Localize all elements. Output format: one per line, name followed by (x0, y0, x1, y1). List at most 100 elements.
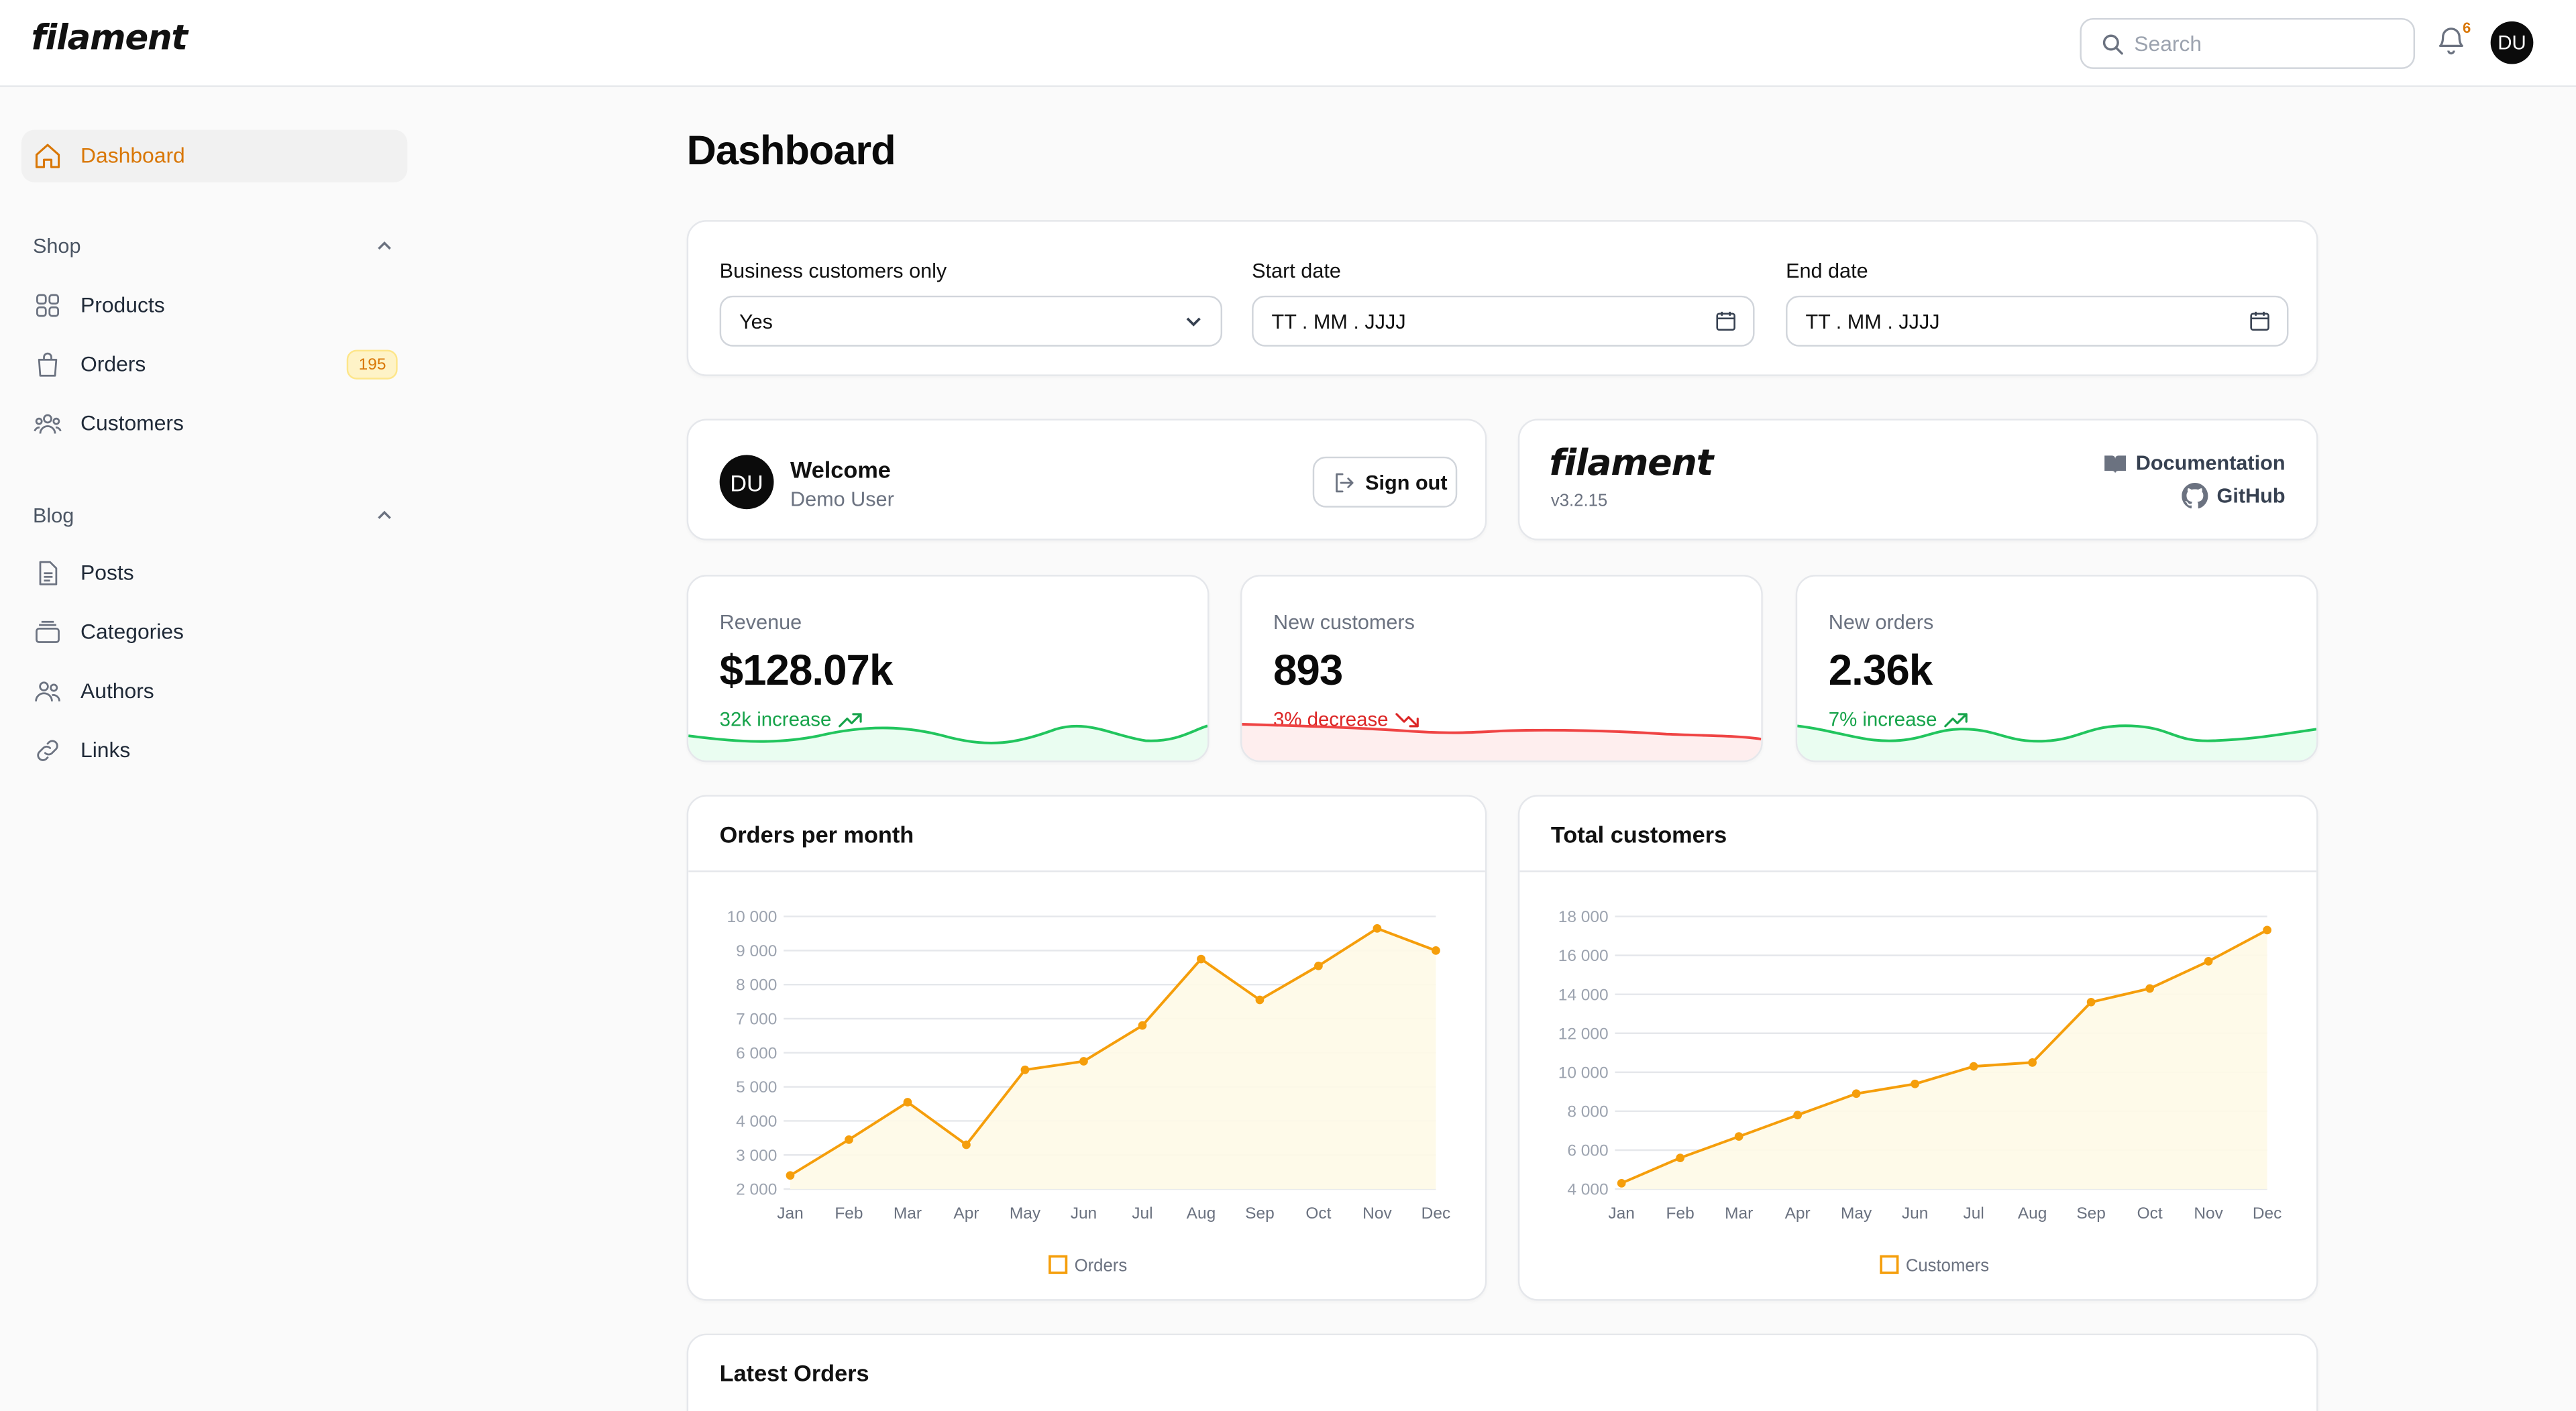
series-line (789, 927, 1437, 1177)
stat-description-text: 7% increase (1828, 708, 1937, 731)
sign-out-button[interactable]: Sign out (1312, 456, 1458, 508)
sidebar-item-label: Customers (80, 410, 184, 435)
latest-orders-title: Latest Orders (719, 1359, 869, 1386)
legend-label: Customers (1906, 1257, 1989, 1276)
sidebar-item-dashboard[interactable]: Dashboard (21, 129, 408, 182)
documentation-link[interactable]: Documentation (2103, 451, 2286, 475)
y-tick-label: 14 000 (1558, 986, 1609, 1004)
calendar-icon[interactable] (2249, 311, 2271, 332)
sidebar-item-customers[interactable]: Customers (21, 398, 408, 450)
new-orders-sparkline (1797, 724, 2317, 760)
page-title: Dashboard (686, 128, 896, 174)
sign-out-label: Sign out (1365, 471, 1448, 495)
data-point (1373, 923, 1382, 933)
chart-title: Total customers (1550, 821, 1727, 848)
start-date-input[interactable]: TT . MM . JJJJ (1252, 295, 1755, 347)
folder-stack-icon (36, 620, 60, 643)
calendar-icon[interactable] (1715, 311, 1737, 332)
stat-description-text: 32k increase (719, 708, 832, 731)
x-tick-label: Mar (1725, 1204, 1753, 1223)
sidebar-item-links[interactable]: Links (21, 724, 408, 777)
chart-header: Total customers (1519, 797, 2317, 872)
chart-title: Orders per month (719, 821, 914, 848)
user-avatar[interactable]: DU (2490, 21, 2534, 64)
start-date-label: Start date (1252, 259, 1341, 283)
document-icon (39, 561, 58, 585)
sidebar-group-title-shop: Shop (32, 235, 81, 258)
select-value: Yes (739, 310, 773, 334)
grid-icon (36, 294, 60, 317)
data-point (1432, 946, 1440, 955)
search-icon (2102, 34, 2123, 55)
business-customers-select[interactable]: Yes (719, 295, 1223, 347)
x-tick-label: Jul (1963, 1204, 1984, 1223)
latest-orders-card: Latest Orders (686, 1333, 2318, 1411)
x-tick-label: Feb (835, 1204, 863, 1223)
users-icon (34, 414, 62, 434)
y-tick-label: 16 000 (1558, 947, 1609, 965)
x-tick-label: Jul (1132, 1204, 1152, 1223)
stat-card-revenue: Revenue $128.07k 32k increase (686, 575, 1210, 763)
stat-description: 7% increase (1829, 708, 1968, 731)
y-tick-label: 12 000 (1558, 1025, 1609, 1043)
trending-down-icon (1395, 712, 1419, 727)
end-date-input[interactable]: TT . MM . JJJJ (1786, 295, 2289, 347)
data-point (1314, 961, 1323, 970)
stat-description: 32k increase (720, 708, 863, 731)
data-point (1197, 954, 1205, 964)
legend-swatch (1880, 1255, 1899, 1274)
stat-label: Revenue (719, 611, 802, 634)
x-tick-label: Nov (2194, 1204, 2223, 1223)
data-point (2086, 997, 2096, 1007)
trending-up-icon (1944, 712, 1968, 727)
orders-count-badge: 195 (347, 349, 398, 380)
welcome-card: DU Welcome Demo User Sign out (686, 418, 1487, 541)
x-tick-label: Mar (894, 1204, 922, 1223)
filament-logo[interactable]: filament (1549, 443, 1713, 485)
sidebar-item-posts[interactable]: Posts (21, 547, 408, 600)
chevron-down-icon (1186, 317, 1201, 327)
x-tick-label: Oct (2137, 1204, 2163, 1223)
total-customers-chart: 4 000 6 000 8 000 10 000 12 000 14 000 16 000 1… (1558, 908, 2282, 1276)
github-link[interactable]: GitHub (2182, 483, 2286, 509)
chevron-up-icon[interactable] (374, 506, 394, 525)
business-filter-label: Business customers only (719, 259, 947, 283)
sidebar-item-orders[interactable]: Orders 195 (21, 338, 408, 390)
sidebar-item-authors[interactable]: Authors (21, 665, 408, 718)
data-point (1969, 1062, 1978, 1071)
data-point (2263, 925, 2271, 935)
data-point (786, 1171, 795, 1180)
bell-icon[interactable] (2434, 25, 2467, 58)
y-tick-label: 10 000 (727, 908, 777, 926)
y-tick-label: 18 000 (1558, 908, 1609, 926)
end-date-label: End date (1786, 259, 1868, 283)
y-tick-label: 5 000 (736, 1078, 777, 1096)
search-box[interactable] (2080, 17, 2416, 69)
sidebar-item-products[interactable]: Products (21, 279, 408, 331)
data-point (1138, 1021, 1147, 1030)
book-open-icon (2104, 455, 2127, 473)
search-input[interactable] (2134, 19, 2406, 68)
x-tick-label: May (1010, 1204, 1041, 1223)
sidebar-item-categories[interactable]: Categories (21, 606, 408, 659)
x-tick-label: Jan (1608, 1204, 1634, 1223)
x-tick-label: Apr (1785, 1204, 1811, 1223)
app-logo[interactable]: filament (31, 17, 188, 58)
filters-card: Business customers only Yes Start date T… (686, 220, 2318, 376)
y-tick-label: 9 000 (736, 942, 777, 960)
documentation-label: Documentation (2135, 451, 2286, 475)
y-tick-label: 4 000 (736, 1113, 777, 1131)
y-tick-label: 8 000 (1567, 1103, 1608, 1121)
x-tick-label: Sep (2076, 1204, 2106, 1223)
y-tick-label: 3 000 (736, 1147, 777, 1165)
x-tick-label: Feb (1666, 1204, 1695, 1223)
topbar: filament 6 DU (0, 0, 2576, 87)
chevron-up-icon[interactable] (374, 237, 394, 256)
shopping-bag-icon (38, 352, 58, 377)
x-tick-label: Dec (1421, 1204, 1451, 1223)
stat-value: $128.07k (719, 645, 894, 695)
link-icon (37, 740, 58, 761)
github-label: GitHub (2216, 484, 2286, 508)
date-placeholder: TT . MM . JJJJ (1271, 310, 1406, 334)
sidebar-item-label: Products (80, 292, 165, 317)
